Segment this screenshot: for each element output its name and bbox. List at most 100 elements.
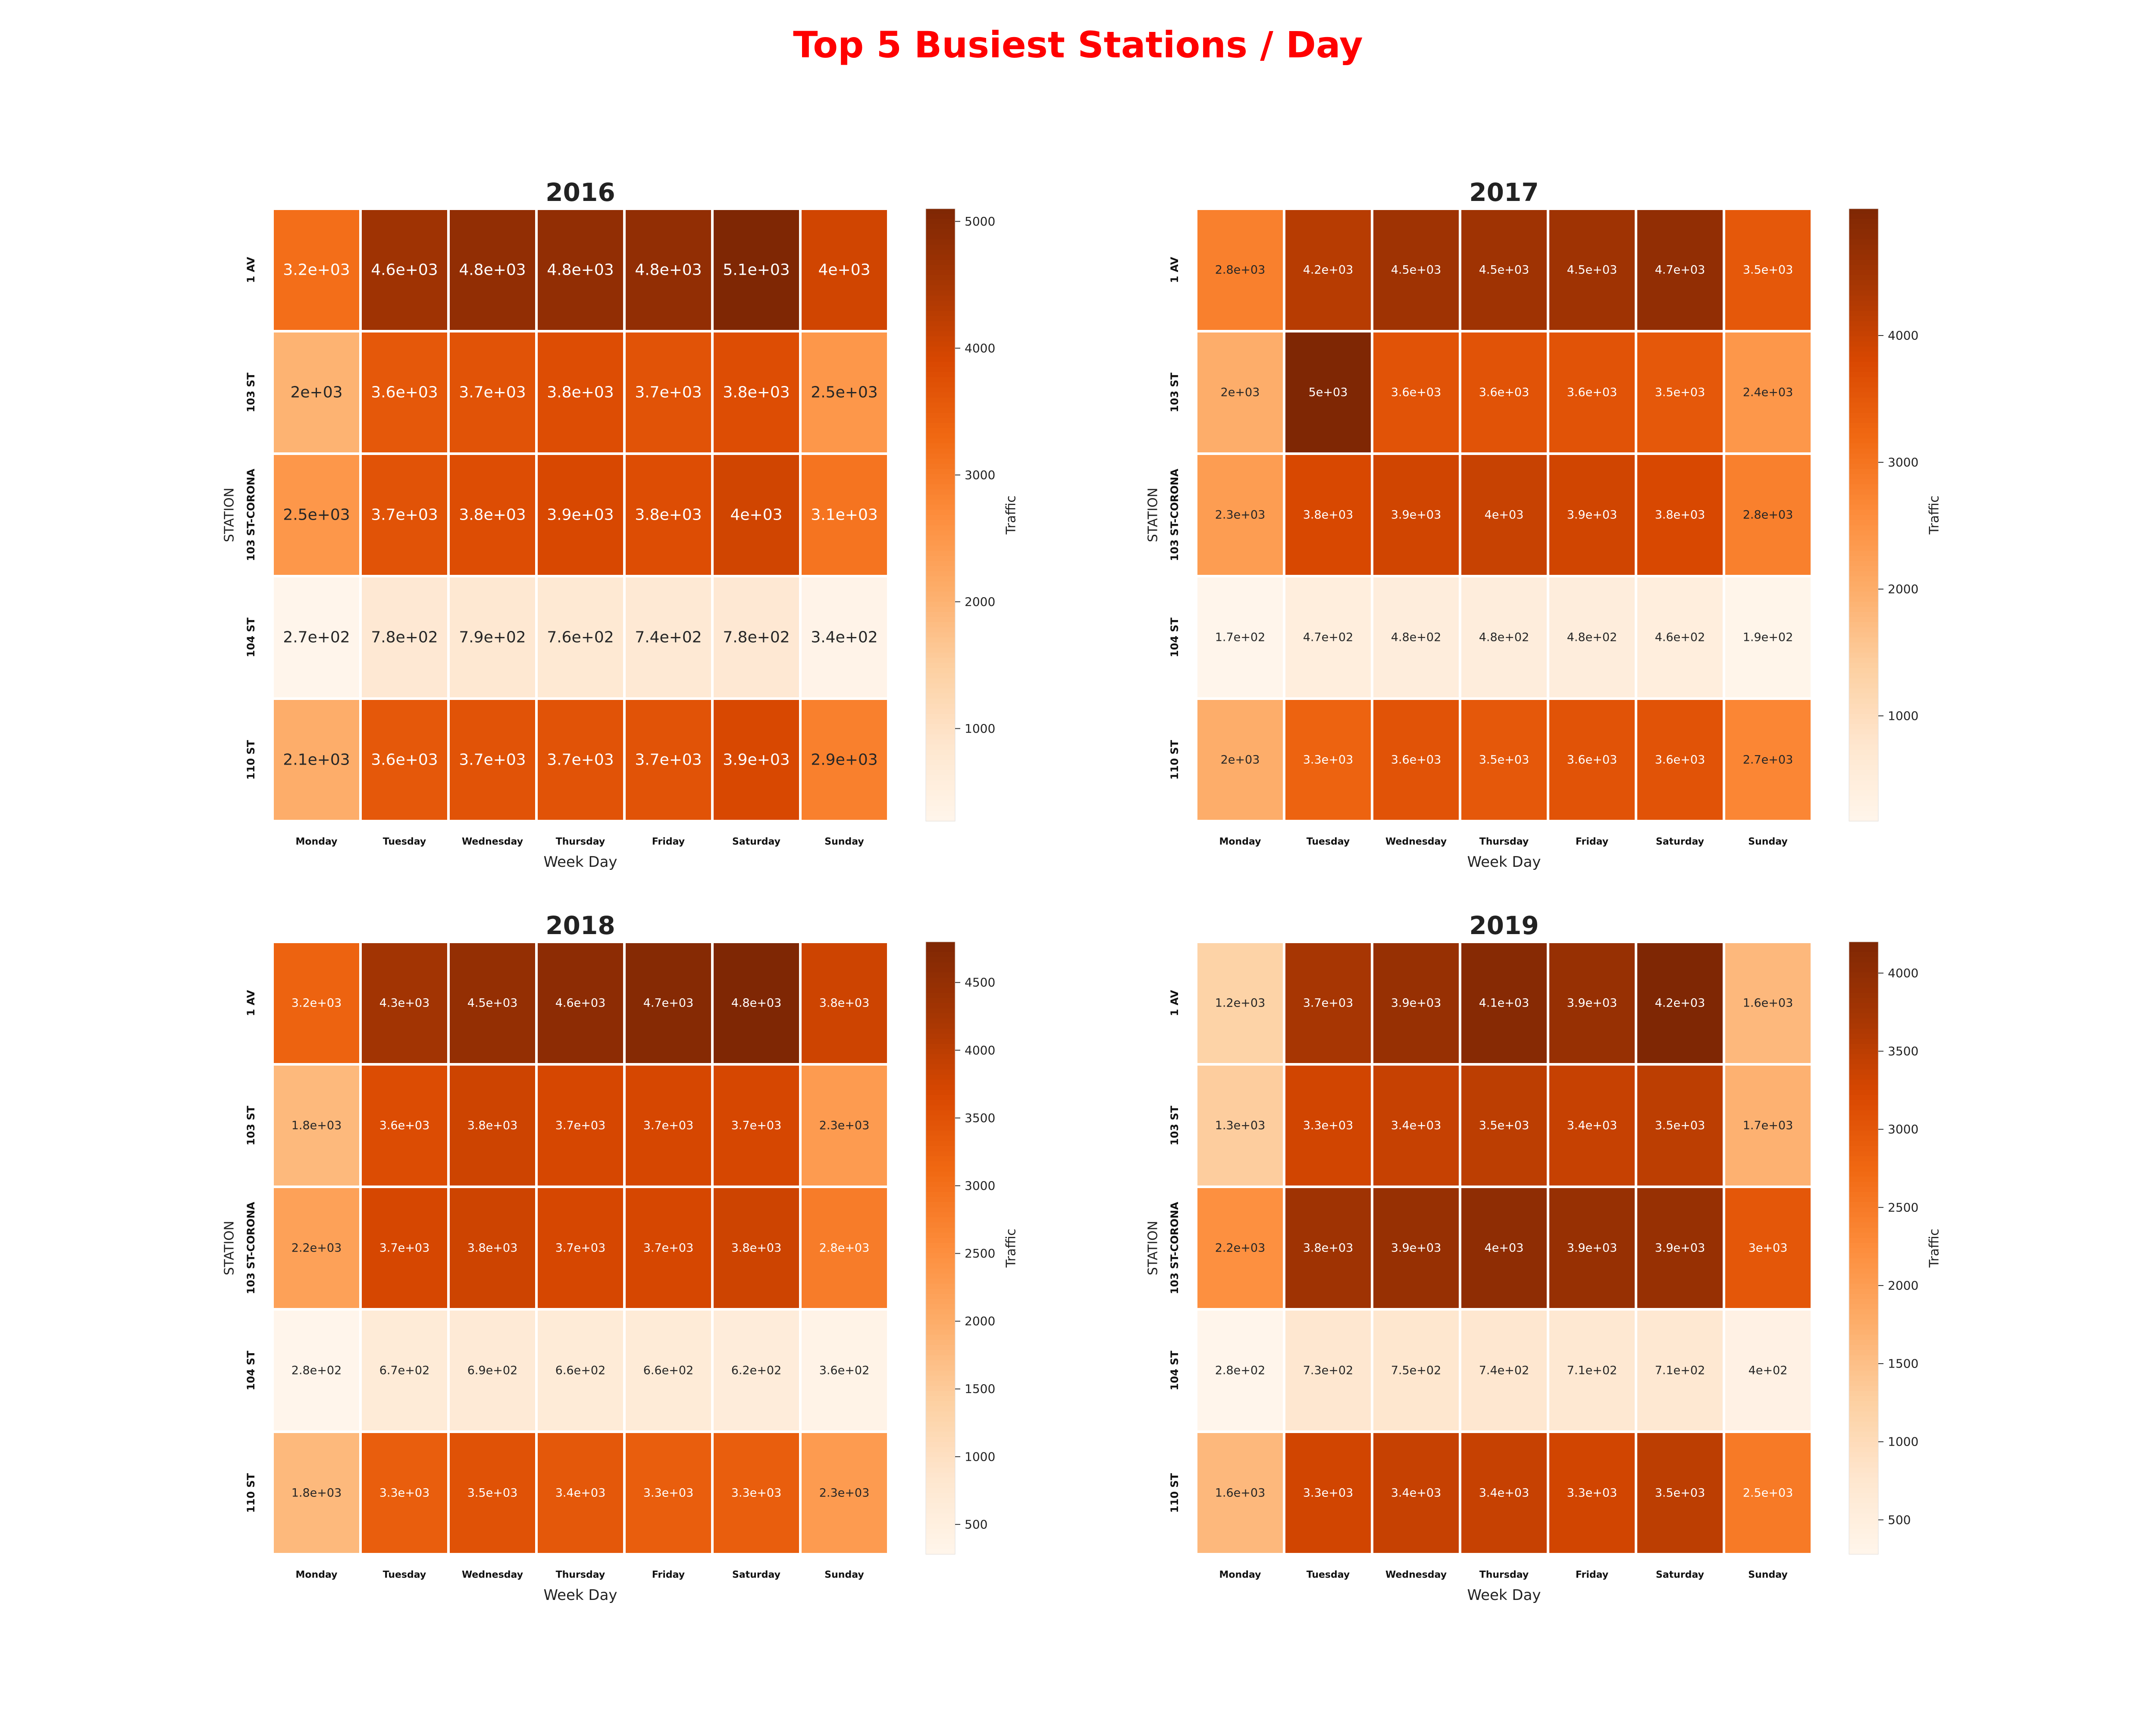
x-tick-label: Saturday — [732, 837, 780, 847]
y-tick-label: 104 ST — [245, 617, 257, 657]
heatmap-cell — [447, 697, 538, 822]
colorbar-segment — [926, 586, 955, 592]
colorbar-segment — [1849, 998, 1878, 1004]
heatmap-cell — [1723, 207, 1813, 332]
colorbar-segment — [926, 1401, 955, 1407]
colorbar-segment — [1849, 443, 1878, 449]
cell-annotation: 4.8e+03 — [635, 261, 702, 279]
colorbar-segment — [1849, 806, 1878, 812]
y-axis-label: STATION — [1146, 488, 1161, 542]
colorbar-segment — [926, 1034, 955, 1039]
colorbar-segment — [1849, 1508, 1878, 1514]
y-axis-label: STATION — [222, 1221, 237, 1275]
colorbar-segment — [926, 647, 955, 653]
colorbar-segment — [1849, 1345, 1878, 1351]
colorbar-segment — [1849, 607, 1878, 612]
colorbar-segment — [926, 780, 955, 786]
heatmap-cell — [1723, 1308, 1813, 1433]
colorbar-segment — [926, 1074, 955, 1080]
cell-annotation: 4.5e+03 — [1567, 263, 1617, 277]
panel-title: 2018 — [545, 911, 615, 940]
heatmap-cell — [799, 697, 890, 822]
colorbar-segment — [926, 397, 955, 403]
colorbar-label: Traffic — [1927, 1229, 1942, 1268]
heatmap-cell — [1547, 1430, 1637, 1556]
colorbar-segment — [1849, 1488, 1878, 1493]
cell-annotation: 4.7e+02 — [1303, 631, 1354, 644]
colorbar-segment — [1849, 724, 1878, 730]
colorbar-tick-label: 4000 — [965, 341, 995, 355]
colorbar-segment — [926, 275, 955, 281]
colorbar-segment — [926, 550, 955, 556]
colorbar-segment — [1849, 1003, 1878, 1009]
colorbar-segment — [926, 290, 955, 296]
colorbar-segment — [926, 295, 955, 301]
colorbar-segment — [1849, 688, 1878, 694]
cell-annotation: 3.6e+03 — [1391, 386, 1442, 399]
cell-annotation: 3.6e+03 — [1479, 386, 1529, 399]
heatmap-cell — [1723, 1186, 1813, 1311]
colorbar-segment — [926, 770, 955, 776]
cell-annotation: 3.9e+03 — [723, 751, 790, 769]
colorbar-segment — [926, 576, 955, 582]
colorbar-segment — [926, 632, 955, 638]
heatmap-cell — [1371, 1430, 1461, 1556]
colorbar-segment — [1849, 423, 1878, 429]
x-tick-label: Sunday — [1748, 837, 1787, 847]
cell-annotation: 3.7e+03 — [643, 1119, 694, 1132]
heatmap-cell — [1635, 330, 1725, 455]
heatmap-cell — [1635, 1186, 1725, 1311]
colorbar-segment — [1849, 1375, 1878, 1381]
cell-annotation: 4e+03 — [1485, 1242, 1524, 1255]
colorbar-segment — [926, 1126, 955, 1131]
x-tick-label: Monday — [1219, 837, 1261, 847]
colorbar-segment — [926, 1233, 955, 1239]
colorbar-segment — [1849, 1335, 1878, 1340]
colorbar-segment — [926, 546, 955, 551]
heatmap-cell — [1459, 697, 1549, 822]
colorbar-segment — [926, 1549, 955, 1555]
colorbar-segment — [1849, 1462, 1878, 1468]
cell-annotation: 2e+03 — [290, 384, 342, 401]
y-tick-label: 104 ST — [1169, 617, 1181, 657]
colorbar-segment — [926, 688, 955, 694]
colorbar-segment — [1849, 515, 1878, 521]
colorbar-segment — [1849, 1135, 1878, 1142]
colorbar-segment — [1849, 571, 1878, 577]
colorbar-segment — [1849, 1059, 1878, 1065]
colorbar-segment — [926, 658, 955, 664]
cell-annotation: 3.8e+03 — [731, 1242, 782, 1255]
colorbar-segment — [926, 1493, 955, 1499]
colorbar-segment — [926, 1171, 955, 1177]
colorbar-segment — [926, 1100, 955, 1106]
colorbar-segment — [1849, 1330, 1878, 1336]
heatmap-cell — [799, 1186, 890, 1311]
colorbar-segment — [1849, 1371, 1878, 1376]
colorbar-segment — [926, 229, 955, 235]
heatmap-cell — [1635, 941, 1725, 1066]
colorbar-segment — [926, 1508, 955, 1514]
colorbar-segment — [926, 1253, 955, 1259]
x-tick-label: Thursday — [556, 1570, 605, 1581]
colorbar-segment — [926, 1539, 955, 1545]
colorbar-segment — [1849, 1319, 1878, 1325]
colorbar-segment — [1849, 739, 1878, 745]
colorbar-segment — [926, 719, 955, 725]
y-axis-label: STATION — [1146, 1221, 1161, 1275]
cell-annotation: 3.9e+03 — [1567, 1242, 1617, 1255]
colorbar-segment — [1849, 1411, 1878, 1417]
colorbar-segment — [926, 972, 955, 978]
heatmap-cell — [271, 452, 362, 577]
y-tick-label: 104 ST — [1169, 1350, 1181, 1390]
colorbar-segment — [1849, 947, 1878, 953]
cell-annotation: 6.6e+02 — [643, 1364, 694, 1377]
colorbar-segment — [926, 362, 955, 367]
colorbar-segment — [926, 1335, 955, 1340]
colorbar-segment — [926, 1396, 955, 1402]
cell-annotation: 3.3e+03 — [1303, 753, 1354, 767]
cell-annotation: 6.2e+02 — [731, 1364, 782, 1377]
colorbar-segment — [926, 520, 955, 526]
colorbar-segment — [926, 998, 955, 1004]
colorbar-segment — [926, 734, 955, 740]
cell-annotation: 7.5e+02 — [1391, 1364, 1442, 1377]
